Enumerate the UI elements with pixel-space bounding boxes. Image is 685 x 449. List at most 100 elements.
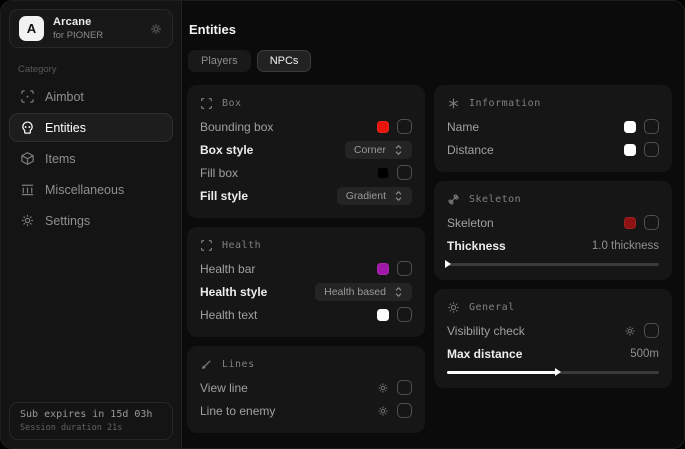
entity-tabs: Players NPCs	[188, 50, 672, 72]
sidebar-item-items[interactable]: Items	[9, 144, 173, 173]
skeleton-card: Skeleton Skeleton Thickness 1.0 thicknes…	[434, 181, 672, 280]
sidebar: A Arcane for PIONER Category	[1, 1, 182, 448]
health-text-label: Health text	[200, 307, 258, 322]
bounding-box-label: Bounding box	[200, 119, 274, 134]
bounding-box-checkbox[interactable]	[397, 119, 412, 134]
view-line-label: View line	[200, 380, 248, 395]
general-card: General Visibility check	[434, 289, 672, 388]
box-style-label: Box style	[200, 142, 254, 157]
box-card: Box Bounding box Box style Corner	[187, 85, 425, 218]
sidebar-nav: Aimbot Entities	[9, 80, 173, 235]
card-title: Lines	[222, 359, 255, 370]
max-distance-value: 500m	[630, 347, 659, 360]
skeleton-color-swatch[interactable]	[624, 216, 636, 229]
health-card: Health Health bar Health style Health ba…	[187, 227, 425, 337]
card-title: Health	[222, 240, 262, 251]
health-text-color-swatch[interactable]	[377, 308, 389, 321]
subscription-card: Sub expires in 15d 03h Session duration …	[9, 402, 173, 440]
slider-handle[interactable]	[445, 260, 451, 268]
health-style-label: Health style	[200, 284, 268, 299]
line-to-enemy-checkbox[interactable]	[397, 403, 412, 418]
sidebar-item-label: Settings	[45, 213, 91, 228]
box-style-dropdown[interactable]: Corner	[344, 140, 412, 159]
sidebar-item-miscellaneous[interactable]: Miscellaneous	[9, 175, 173, 204]
distance-label: Distance	[447, 142, 494, 157]
skull-icon	[20, 120, 35, 135]
bounding-box-color-swatch[interactable]	[377, 120, 389, 133]
bounding-box-row: Bounding box	[200, 115, 412, 138]
card-title: Box	[222, 98, 242, 109]
skeleton-checkbox[interactable]	[644, 215, 659, 230]
unfold-icon	[394, 144, 403, 155]
name-row: Name	[447, 115, 659, 138]
sidebar-item-label: Items	[45, 151, 76, 166]
name-checkbox[interactable]	[644, 119, 659, 134]
view-line-row: View line	[200, 376, 412, 399]
sidebar-item-label: Miscellaneous	[45, 182, 125, 197]
session-duration-text: Session duration 21s	[20, 423, 123, 433]
max-distance-label: Max distance	[447, 346, 523, 361]
distance-checkbox[interactable]	[644, 142, 659, 157]
box-style-row: Box style Corner	[200, 138, 412, 161]
thickness-slider[interactable]	[445, 260, 659, 269]
health-bar-checkbox[interactable]	[397, 261, 412, 276]
sidebar-item-entities[interactable]: Entities	[9, 113, 173, 142]
cube-icon	[20, 151, 35, 166]
fill-style-dropdown[interactable]: Gradient	[336, 186, 412, 205]
card-title: Skeleton	[469, 194, 522, 205]
tab-players[interactable]: Players	[188, 50, 251, 72]
max-distance-slider[interactable]	[447, 368, 659, 377]
distance-color-swatch[interactable]	[624, 143, 636, 156]
fill-box-checkbox[interactable]	[397, 165, 412, 180]
view-line-checkbox[interactable]	[397, 380, 412, 395]
thickness-row: Thickness 1.0 thickness	[447, 234, 659, 257]
fill-style-label: Fill style	[200, 188, 249, 203]
sidebar-item-settings[interactable]: Settings	[9, 206, 173, 235]
fill-box-row: Fill box	[200, 161, 412, 184]
health-bar-color-swatch[interactable]	[377, 262, 389, 275]
sidebar-item-aimbot[interactable]: Aimbot	[9, 82, 173, 111]
settings-icon[interactable]	[149, 22, 163, 36]
line-to-enemy-label: Line to enemy	[200, 403, 276, 418]
sidebar-item-label: Entities	[45, 120, 86, 135]
thickness-label: Thickness	[447, 238, 506, 253]
view-line-settings-icon[interactable]	[377, 382, 389, 394]
app-subtitle: for PIONER	[53, 30, 104, 41]
slider-handle[interactable]	[555, 368, 562, 376]
lines-card: Lines View line	[187, 346, 425, 433]
bone-icon	[447, 193, 460, 206]
visibility-check-label: Visibility check	[447, 323, 525, 338]
thickness-value: 1.0 thickness	[591, 239, 659, 252]
visibility-check-checkbox[interactable]	[644, 323, 659, 338]
health-style-row: Health style Health based	[200, 280, 412, 303]
skeleton-row: Skeleton	[447, 211, 659, 234]
sidebar-item-label: Aimbot	[45, 89, 84, 104]
main-panel: Entities Players NPCs Box	[182, 1, 684, 448]
visibility-check-settings-icon[interactable]	[624, 325, 636, 337]
fill-style-row: Fill style Gradient	[200, 184, 412, 207]
card-title: General	[469, 302, 515, 313]
fill-box-color-swatch[interactable]	[377, 166, 389, 179]
app-title: Arcane	[53, 16, 92, 28]
information-card: Information Name Distance	[434, 85, 672, 172]
app-logo: A	[19, 16, 44, 41]
name-label: Name	[447, 119, 480, 134]
corners-icon	[200, 239, 213, 252]
page-title: Entities	[189, 22, 236, 37]
health-text-checkbox[interactable]	[397, 307, 412, 322]
sub-expiry-text: Sub expires in 15d 03h	[20, 409, 153, 420]
unfold-icon	[394, 286, 403, 297]
unfold-icon	[394, 190, 403, 201]
card-title: Information	[469, 98, 541, 109]
health-style-dropdown[interactable]: Health based	[315, 282, 412, 301]
skeleton-label: Skeleton	[447, 215, 494, 230]
name-color-swatch[interactable]	[624, 120, 636, 133]
columns-icon	[20, 182, 35, 197]
gear-icon	[20, 213, 35, 228]
sun-icon	[447, 301, 460, 314]
tab-npcs[interactable]: NPCs	[256, 50, 312, 72]
line-to-enemy-settings-icon[interactable]	[377, 405, 389, 417]
pencil-line-icon	[200, 358, 213, 371]
health-bar-row: Health bar	[200, 257, 412, 280]
